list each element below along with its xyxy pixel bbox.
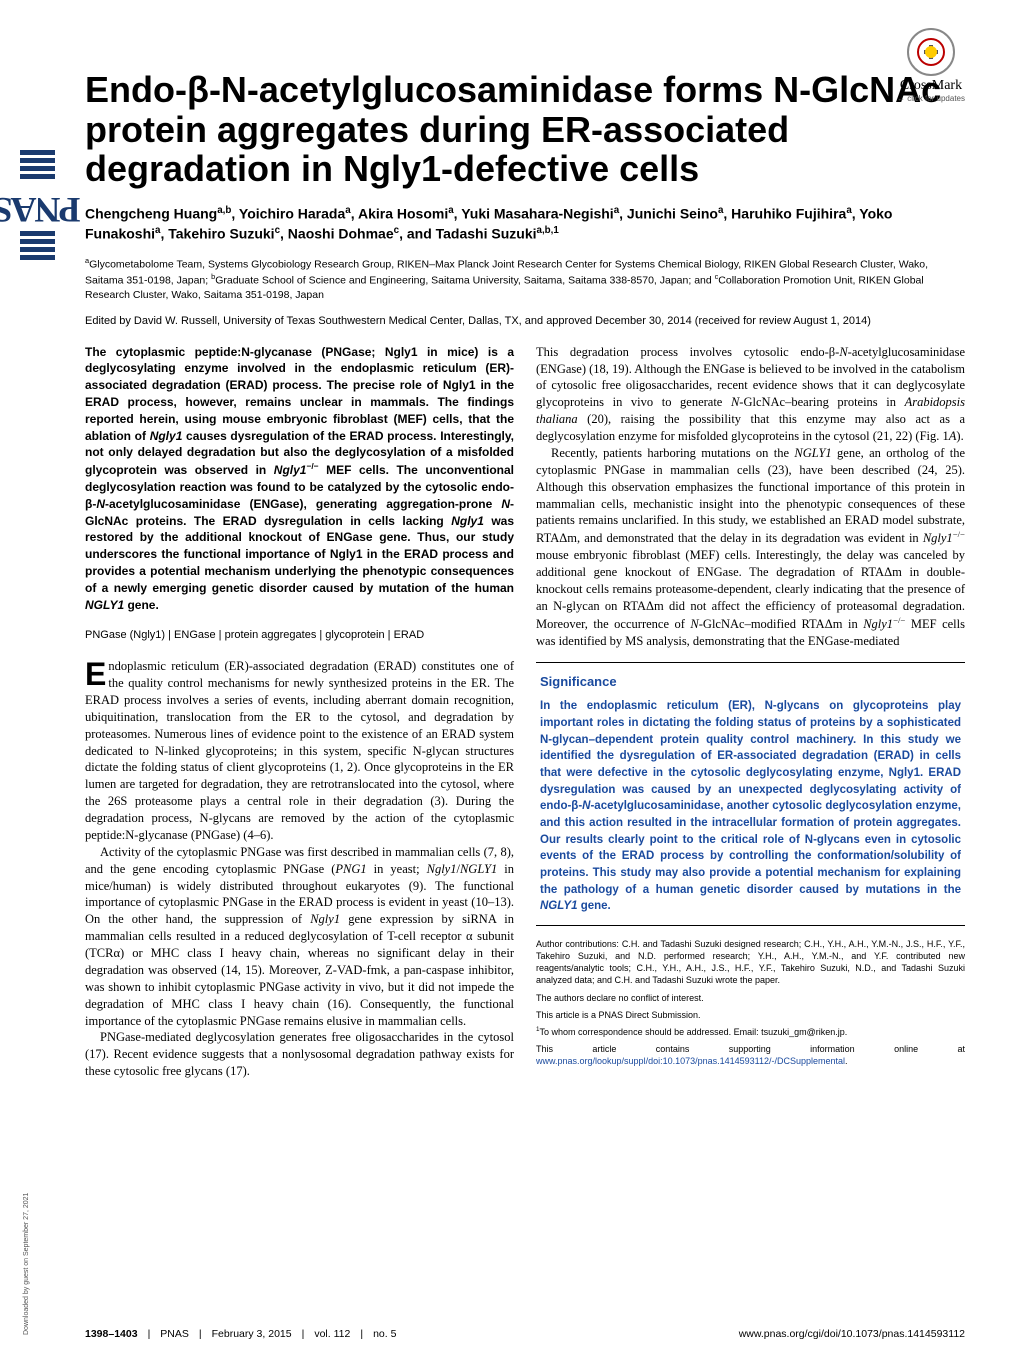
- submission-type: This article is a PNAS Direct Submission…: [536, 1009, 965, 1021]
- keywords: PNGase (Ngly1) | ENGase | protein aggreg…: [85, 628, 514, 643]
- abstract: The cytoplasmic peptide:N-glycanase (PNG…: [85, 344, 514, 614]
- correspondence: 1To whom correspondence should be addres…: [536, 1026, 965, 1038]
- supplemental-info: This article contains supporting informa…: [536, 1043, 965, 1067]
- footer-journal: PNAS: [160, 1328, 189, 1340]
- pnas-logo-sidebar: PNAS: [15, 150, 60, 850]
- significance-text: In the endoplasmic reticulum (ER), N-gly…: [540, 698, 961, 915]
- crossmark-icon: [907, 28, 955, 76]
- significance-title: Significance: [540, 673, 961, 691]
- author-notes: Author contributions: C.H. and Tadashi S…: [536, 938, 965, 1067]
- significance-box: Significance In the endoplasmic reticulu…: [536, 662, 965, 926]
- author-contributions: Author contributions: C.H. and Tadashi S…: [536, 938, 965, 987]
- crossmark-sublabel: ← click for updates: [897, 94, 965, 103]
- footer-volume: vol. 112: [314, 1328, 350, 1340]
- affiliations: aGlycometabolome Team, Systems Glycobiol…: [85, 256, 965, 302]
- article-title: Endo-β-N-acetylglucosaminidase forms N-G…: [85, 70, 965, 189]
- footer-date: February 3, 2015: [212, 1328, 292, 1340]
- download-note: Downloaded by guest on September 27, 202…: [23, 1155, 30, 1335]
- crossmark-badge[interactable]: CrossMark ← click for updates: [897, 28, 965, 103]
- footer-doi: www.pnas.org/cgi/doi/10.1073/pnas.141459…: [739, 1328, 965, 1340]
- footer-issue: no. 5: [373, 1328, 396, 1340]
- authors-list: Chengcheng Huanga,b, Yoichiro Haradaa, A…: [85, 204, 965, 245]
- crossmark-label: CrossMark: [900, 78, 962, 94]
- body-text-left: Endoplasmic reticulum (ER)-associated de…: [85, 658, 514, 1080]
- page-footer: 1398–1403 | PNAS | February 3, 2015 | vo…: [85, 1328, 965, 1340]
- body-text-right: This degradation process involves cytoso…: [536, 344, 965, 650]
- edited-by: Edited by David W. Russell, University o…: [85, 314, 965, 329]
- conflict-statement: The authors declare no conflict of inter…: [536, 992, 965, 1004]
- footer-pages: 1398–1403: [85, 1328, 138, 1340]
